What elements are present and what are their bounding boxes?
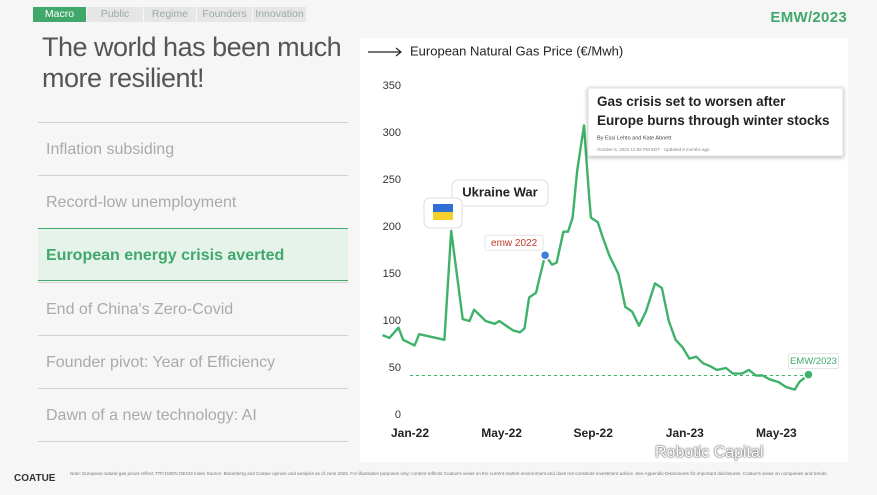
marker-label-box bbox=[787, 353, 839, 370]
x-tick-label: May-22 bbox=[481, 426, 522, 440]
flag-top bbox=[433, 204, 453, 212]
title-arrow-head bbox=[395, 47, 402, 57]
list-item: Founder pivot: Year of Efficiency bbox=[38, 335, 348, 388]
list-item: Inflation subsiding bbox=[38, 122, 348, 175]
disclaimer: Note: European natural gas prices reflec… bbox=[70, 471, 828, 476]
marker-label: emw 2022 bbox=[491, 238, 538, 249]
marker bbox=[539, 249, 551, 261]
list-item: End of China's Zero-Covid bbox=[38, 282, 348, 335]
news-date: October 5, 2022 12:56 PM EDT · Updated 8… bbox=[597, 147, 710, 152]
y-tick-label: 50 bbox=[389, 362, 401, 374]
watermark: Robotic Capital bbox=[655, 444, 764, 461]
y-tick-label: 0 bbox=[395, 409, 401, 421]
marker-label-box bbox=[484, 234, 544, 251]
nav-tab: Regime bbox=[144, 7, 196, 22]
slide-title: The world has been much more resilient! bbox=[42, 32, 342, 93]
flag-bottom bbox=[433, 212, 453, 220]
news-card bbox=[587, 87, 844, 157]
x-tick-label: Jan-23 bbox=[666, 426, 704, 440]
news-headline: Gas crisis set to worsen after Europe bur… bbox=[597, 94, 830, 128]
nav-tab: Public bbox=[87, 7, 143, 22]
nav-tab: Founders bbox=[197, 7, 252, 22]
chart-title: European Natural Gas Price (€/Mwh) bbox=[410, 43, 623, 58]
list-item: Dawn of a new technology: AI bbox=[38, 388, 348, 441]
y-tick-label: 150 bbox=[383, 268, 401, 280]
y-tick-label: 200 bbox=[383, 221, 401, 233]
list-item: Record-low unemployment bbox=[38, 175, 348, 228]
x-tick-label: Sep-22 bbox=[574, 426, 614, 440]
annotation-text: Ukraine War bbox=[462, 184, 537, 199]
y-tick-label: 250 bbox=[383, 174, 401, 186]
nav-tab: Innovation bbox=[253, 7, 306, 22]
annotation-box bbox=[451, 179, 549, 207]
nav-tab: Macro bbox=[33, 7, 86, 22]
brand: EMW/2023 bbox=[770, 9, 847, 26]
y-tick-label: 350 bbox=[383, 80, 401, 92]
logo: COATUE bbox=[14, 473, 56, 484]
x-tick-label: May-23 bbox=[756, 426, 797, 440]
divider bbox=[38, 441, 348, 442]
price-line bbox=[382, 124, 810, 391]
marker bbox=[803, 369, 814, 380]
list-item: European energy crisis averted bbox=[38, 228, 348, 281]
marker-label: EMW/2023 bbox=[790, 356, 837, 367]
y-tick-label: 300 bbox=[383, 127, 401, 139]
news-byline: By Essi Lehto and Kate Abnett bbox=[597, 135, 672, 141]
y-tick-label: 100 bbox=[383, 315, 401, 327]
x-tick-label: Jan-22 bbox=[391, 426, 429, 440]
